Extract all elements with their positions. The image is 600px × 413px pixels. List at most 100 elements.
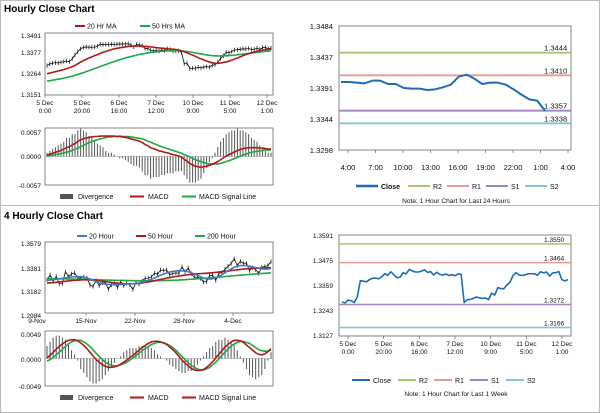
- legend4-divergence-swatch: [60, 395, 73, 400]
- hourly-signal-line: [46, 135, 271, 165]
- hourly-x-tick-label: 12:00: [148, 108, 165, 115]
- levels1-x-tick-label: 7:00: [368, 163, 383, 172]
- legend4-macd-label: MACD: [148, 395, 169, 402]
- levels1-ytick-4: 1.3344: [310, 115, 333, 124]
- levels2-legend: Close R2 R1 S1 S2: [352, 378, 536, 385]
- legend-s1-label: S1: [511, 184, 520, 191]
- levels1-x-tick-label: 22:00: [503, 163, 522, 172]
- hourly-x-tick-label: 11 Dec: [220, 100, 241, 107]
- four-hourly-h20-line: [46, 264, 272, 286]
- four-hourly-price-panel: 1.3579 1.3381 1.3182 1.2984 9-Nov 15-Nov 2…: [21, 241, 274, 325]
- levels2-x-tick-label: 5:00: [520, 349, 533, 356]
- levels2-x-tick-label: 0:00: [342, 349, 355, 356]
- legend-r1-label: R1: [472, 184, 481, 191]
- weekly-levels-frame: [338, 234, 572, 337]
- weekly-levels-plot: 1.3550 1.3464 1.3272 1.3166: [339, 237, 571, 329]
- levels2-x-tick-label: 9:00: [484, 349, 497, 356]
- level-s2-label: 1.3338: [544, 114, 567, 123]
- levels1-x-tick-label: 4:00: [341, 163, 356, 172]
- levels1-xticks: 4:00 7:00 10:00 13:00 16:00 19:00 22:00 1:00 4:0…: [341, 150, 575, 172]
- legend-h50-label: 50 Hour: [148, 234, 174, 241]
- levels2-x-tick-label: 7 Dec: [446, 341, 464, 348]
- four-hourly-macd-series: [45, 335, 273, 384]
- legend-ma50-label: 50 Hrs MA: [152, 24, 185, 31]
- hourly-macd-ytick-3: -0.0057: [19, 183, 42, 190]
- four-hourly-x-tick-label: 22-Nov: [124, 318, 146, 325]
- four-hourly-x-tick-label: 15-Nov: [75, 318, 97, 325]
- weekly-level-s2-label: 1.3166: [544, 321, 565, 328]
- four-hourly-x-tick-label: 28-Nov: [173, 318, 195, 325]
- levels1-legend: Close R2 R1 S1 S2: [356, 184, 559, 191]
- levels2-x-tick-label: 12:00: [447, 349, 464, 356]
- hourly-macd-line: [46, 135, 271, 168]
- hourly-price-frame: [44, 32, 274, 96]
- hourly-levels-section: 1.3484 1.3437 1.3391 1.3344 1.3298 1.344…: [310, 22, 576, 205]
- levels1-ytick-5: 1.3298: [310, 146, 333, 155]
- hourly-macd-legend: Divergence MACD MACD Signal Line: [60, 194, 256, 201]
- hourly-x-tick-label: 16:00: [111, 108, 128, 115]
- levels2-ytick-3: 1.3359: [313, 283, 334, 290]
- levels2-x-tick-label: 16:00: [411, 349, 428, 356]
- four-hourly-ytick-3: 1.3182: [21, 289, 42, 296]
- four-hourly-legend: 20 Hour 50 Hour 200 Hour: [77, 234, 236, 241]
- levels1-ytick-2: 1.3437: [310, 53, 333, 62]
- weekly-level-r1-label: 1.3464: [544, 256, 565, 263]
- hourly-macd-series: [45, 128, 273, 183]
- levels2-x-tick-label: 6 Dec: [411, 341, 429, 348]
- four-hourly-section: 4 Hourly Close Chart 20 Hour 50 Hour 200…: [4, 211, 274, 402]
- levels2-x-tick-label: 11 Dec: [516, 341, 537, 348]
- levels2-ytick-1: 1.3591: [313, 233, 334, 240]
- legend2-r2-label: R2: [419, 378, 428, 385]
- levels1-close-line: [341, 73, 546, 112]
- hourly-price-series: [46, 41, 272, 82]
- levels1-ytick-3: 1.3391: [310, 84, 333, 93]
- hourly-x-tick-label: 9:00: [187, 108, 200, 115]
- hourly-levels-plot: 1.3444 1.3410 1.3357 1.3338: [339, 44, 571, 125]
- hourly-x-tick-label: 0:00: [39, 108, 52, 115]
- legend2-close-label: Close: [373, 378, 391, 385]
- legend2-r1-label: R1: [455, 378, 464, 385]
- four-hourly-x-tick-label: 9-Nov: [28, 318, 46, 325]
- levels1-x-tick-label: 16:00: [448, 163, 467, 172]
- levels2-x-tick-label: 5 Dec: [339, 341, 357, 348]
- hourly-macd-ytick-2: 0.0000: [21, 154, 42, 161]
- weekly-level-r2-label: 1.3550: [544, 237, 565, 244]
- levels2-ytick-5: 1.3127: [313, 333, 334, 340]
- legend-divergence-swatch: [60, 194, 73, 199]
- legend-ma20-label: 20 Hr MA: [87, 24, 117, 31]
- legend-signal-label: MACD Signal Line: [199, 194, 256, 201]
- levels2-note: Note: 1 Hour Chart for Last 1 Week: [404, 391, 508, 398]
- four-hourly-h50-line: [46, 266, 272, 285]
- hourly-macd-ytick-1: 0.0057: [21, 130, 42, 137]
- levels2-x-tick-label: 1:00: [556, 349, 569, 356]
- levels1-x-tick-label: 10:00: [393, 163, 412, 172]
- hourly-legend: 20 Hr MA 50 Hrs MA: [75, 24, 185, 31]
- four-hourly-macd-ytick-2: 0.0000: [21, 357, 42, 364]
- hourly-levels-frame: [338, 25, 572, 151]
- four-hourly-macd-line: [46, 338, 272, 372]
- levels2-ytick-4: 1.3243: [313, 308, 334, 315]
- hourly-macd-panel: 0.0057 0.0000 -0.0057: [19, 127, 274, 190]
- levels2-x-tick-label: 5 Dec: [375, 341, 393, 348]
- legend-close-label: Close: [381, 184, 400, 191]
- four-hourly-price-series: [46, 256, 272, 292]
- legend-r2-label: R2: [433, 184, 442, 191]
- levels2-ytick-2: 1.3475: [313, 258, 334, 265]
- levels2-x-tick-label: 12 Dec: [552, 341, 574, 348]
- four-hourly-macd-panel: 0.0049 0.0000 -0.0049: [19, 330, 274, 391]
- levels1-x-tick-label: 1:00: [533, 163, 548, 172]
- weekly-levels-section: 1.3591 1.3475 1.3359 1.3243 1.3127 1.355…: [313, 233, 573, 398]
- hourly-x-tick-label: 5:00: [224, 108, 237, 115]
- level-s1-label: 1.3357: [544, 102, 567, 111]
- hourly-x-tick-label: 10 Dec: [183, 100, 205, 107]
- legend-s2-label: S2: [550, 184, 559, 191]
- levels1-note: Note: 1 Hour Chart for Last 24 Hours: [402, 198, 510, 205]
- legend-macd-label: MACD: [148, 194, 169, 201]
- hourly-x-tick-label: 7 Dec: [147, 100, 165, 107]
- hourly-ytick-2: 1.3377: [21, 50, 42, 57]
- legend-h20-label: 20 Hour: [89, 234, 115, 241]
- legend2-s1-label: S1: [491, 378, 500, 385]
- levels1-x-tick-label: 13:00: [421, 163, 440, 172]
